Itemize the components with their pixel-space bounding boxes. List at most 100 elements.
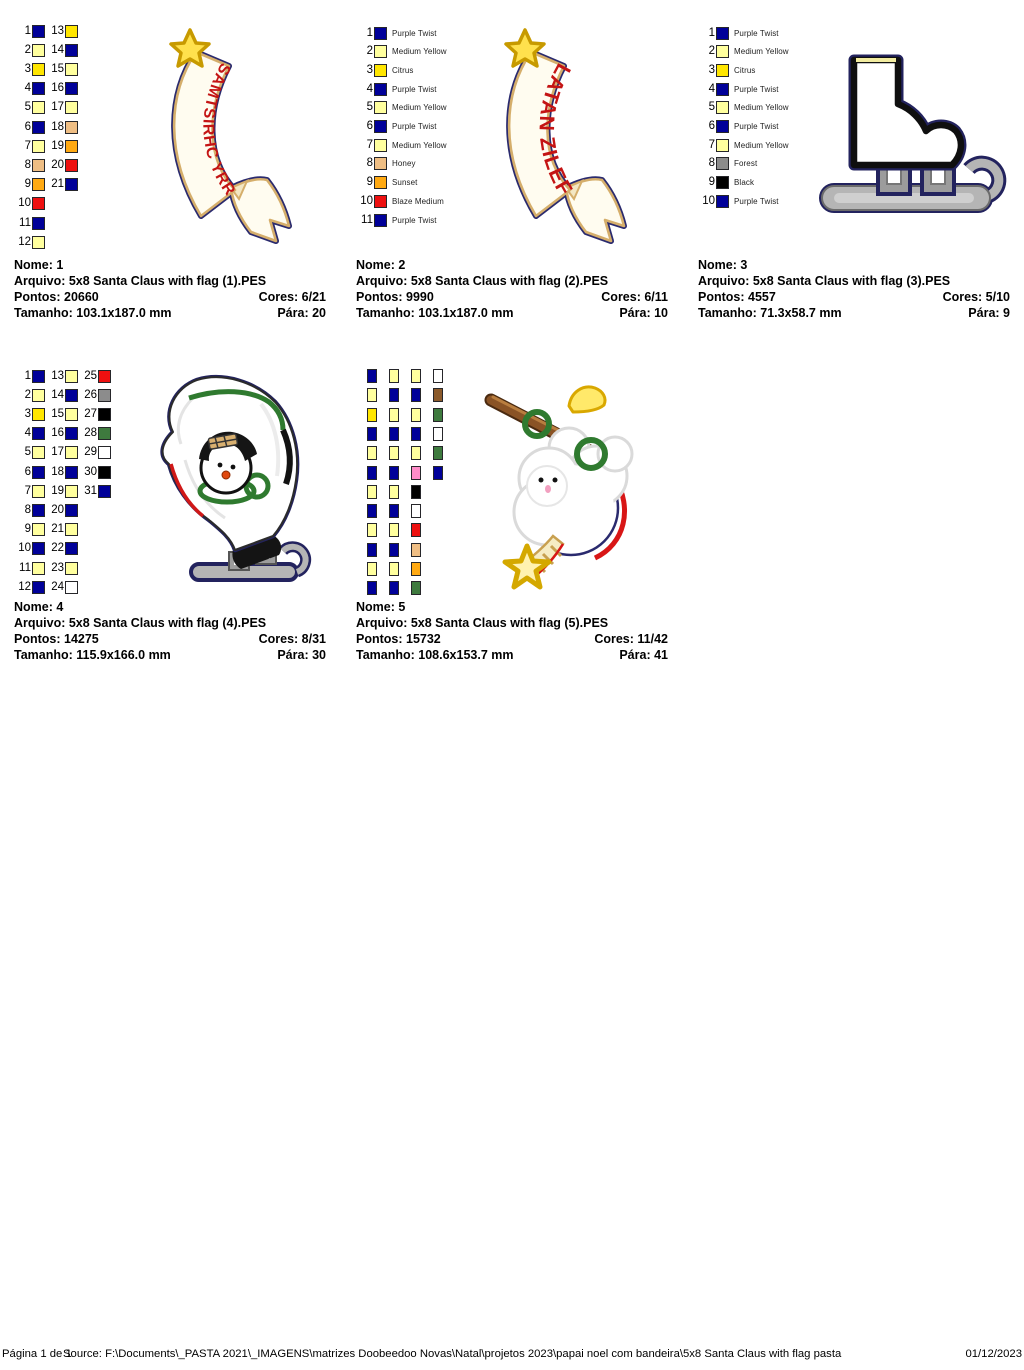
- thread-number: 18: [51, 465, 64, 478]
- palette-entry: [411, 426, 421, 441]
- thread-color-name: Blaze Medium: [392, 196, 444, 206]
- thread-color-swatch: [32, 446, 45, 460]
- palette-entry: 4: [14, 427, 45, 441]
- design-color-count: Cores: 6/11: [601, 289, 668, 304]
- thread-color-swatch: [32, 561, 45, 575]
- palette-entry: 6 Purple Twist: [356, 120, 437, 134]
- thread-number: 2: [24, 43, 31, 56]
- palette-entry: 9: [14, 523, 45, 537]
- thread-color-swatch: [65, 43, 78, 57]
- thread-number: 15: [51, 407, 64, 420]
- thread-number: 6: [24, 465, 31, 478]
- thread-color-swatch: [65, 580, 78, 594]
- palette-entry: 2: [14, 388, 45, 402]
- thread-color-swatch: [389, 581, 399, 596]
- palette-entry: 24: [47, 580, 78, 594]
- thread-color-name: Purple Twist: [734, 122, 779, 131]
- thread-number: 6: [24, 120, 31, 133]
- palette-entry: 7 Medium Yellow: [356, 138, 447, 152]
- palette-entry: 3: [14, 62, 45, 76]
- thread-color-swatch: [65, 101, 78, 115]
- star-icon: [169, 28, 211, 68]
- thread-color-swatch: [32, 62, 45, 76]
- banner-ribbon: [171, 49, 292, 244]
- thread-number: 3: [24, 62, 31, 75]
- palette-entry: 21: [47, 178, 78, 192]
- thread-number: 7: [366, 138, 373, 151]
- thread-color-swatch: [65, 388, 78, 402]
- thread-color-swatch: [367, 542, 377, 557]
- thread-number: 10: [360, 194, 373, 207]
- thread-number: 5: [24, 446, 31, 459]
- palette-entry: 16: [47, 82, 78, 96]
- banner-ribbon: [506, 49, 627, 244]
- palette-entry: 10 Purple Twist: [698, 194, 779, 208]
- palette-entry: [367, 581, 377, 596]
- thread-color-swatch: [32, 484, 45, 498]
- thread-number: 19: [51, 139, 64, 152]
- thread-number: 13: [51, 369, 64, 382]
- thread-color-swatch: [716, 194, 729, 208]
- thread-color-swatch: [367, 465, 377, 480]
- palette-entry: 10: [14, 542, 45, 556]
- thread-number: 5: [366, 101, 373, 114]
- design-stop-count: Pára: 20: [277, 305, 326, 320]
- thread-color-swatch: [389, 504, 399, 519]
- design-stitch-count: Pontos: 9990: [356, 289, 434, 304]
- thread-color-swatch: [389, 484, 399, 499]
- thread-number: 11: [19, 216, 31, 229]
- thread-color-swatch: [32, 407, 45, 421]
- thread-color-swatch: [32, 120, 45, 134]
- design-thumbnail-santa-on-pole: [484, 385, 634, 590]
- thread-number: 1: [708, 26, 715, 39]
- design-size: Tamanho: 115.9x166.0 mm: [14, 647, 171, 662]
- thread-color-swatch: [374, 157, 387, 171]
- palette-entry: 5: [14, 101, 45, 115]
- palette-entry: 9 Sunset: [356, 176, 418, 190]
- thread-number: 29: [84, 446, 97, 459]
- thread-color-name: Forest: [734, 159, 758, 169]
- palette-entry: 22: [47, 542, 78, 556]
- thread-color-swatch: [65, 158, 78, 172]
- thread-color-swatch: [389, 369, 399, 383]
- palette-entry: 15: [47, 407, 78, 421]
- palette-entry: 31: [80, 484, 111, 498]
- thread-number: 22: [51, 542, 64, 555]
- thread-color-swatch: [389, 562, 399, 576]
- thread-color-swatch: [411, 388, 421, 403]
- thread-color-swatch: [411, 465, 421, 480]
- thread-color-swatch: [411, 426, 421, 441]
- thread-color-swatch: [716, 82, 729, 96]
- thread-color-name: Medium Yellow: [392, 140, 447, 150]
- palette-entry: 5 Medium Yellow: [698, 101, 789, 115]
- palette-entry: 3 Citrus: [356, 63, 414, 77]
- palette-entry: 25: [80, 369, 111, 383]
- palette-entry: 14: [47, 388, 78, 402]
- thread-number: 8: [24, 158, 31, 171]
- santa-face: [526, 465, 568, 507]
- thread-number: 6: [366, 120, 373, 132]
- design-info-block: Nome: 4 Arquivo: 5x8 Santa Claus with fl…: [14, 600, 326, 664]
- palette-entry: 9: [14, 178, 45, 192]
- thread-color-swatch: [367, 562, 377, 576]
- thread-number: 9: [708, 176, 715, 189]
- design-info-block: Nome: 3 Arquivo: 5x8 Santa Claus with fl…: [698, 258, 1010, 322]
- thread-color-swatch: [32, 82, 45, 96]
- thread-color-swatch: [32, 178, 45, 192]
- thread-color-swatch: [65, 465, 78, 479]
- design-size: Tamanho: 103.1x187.0 mm: [356, 305, 514, 320]
- design-info-block: Nome: 1 Arquivo: 5x8 Santa Claus with fl…: [14, 258, 326, 322]
- thread-color-name: Medium Yellow: [392, 103, 447, 113]
- thread-color-swatch: [98, 388, 111, 402]
- thread-color-name: Purple Twist: [734, 84, 779, 94]
- thread-color-swatch: [65, 139, 78, 153]
- design-name: Nome: 1: [14, 258, 64, 272]
- thread-color-swatch: [98, 427, 111, 441]
- thread-number: 4: [366, 82, 373, 95]
- thread-color-swatch: [367, 446, 377, 461]
- thread-number: 14: [51, 43, 64, 56]
- design-stop-count: Pára: 9: [968, 305, 1010, 320]
- thread-color-swatch: [433, 465, 443, 480]
- thread-color-swatch: [374, 194, 387, 208]
- thread-color-swatch: [716, 63, 729, 77]
